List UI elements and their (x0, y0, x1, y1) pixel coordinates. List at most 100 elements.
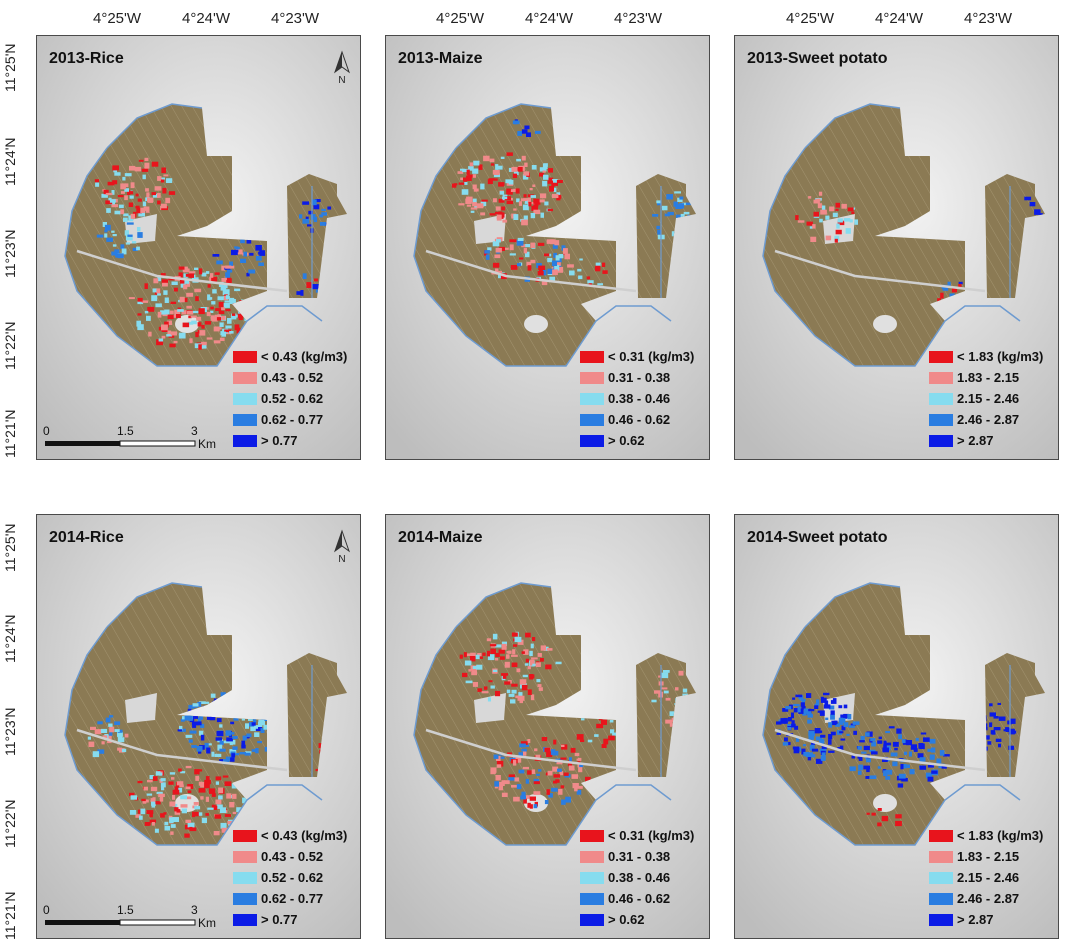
legend-swatch (929, 350, 953, 363)
productivity-cell (830, 700, 837, 704)
productivity-cell (927, 748, 932, 752)
productivity-cell (471, 670, 477, 676)
productivity-cell (866, 812, 870, 815)
productivity-cell (548, 793, 553, 798)
productivity-cell (241, 740, 246, 747)
productivity-cell (158, 793, 165, 797)
irrigated-area (287, 653, 347, 777)
irrigated-area (763, 583, 965, 845)
productivity-cell (212, 254, 220, 257)
productivity-cell (105, 192, 113, 196)
productivity-cell (192, 723, 197, 728)
productivity-cell (895, 814, 902, 819)
productivity-cell (149, 812, 153, 818)
productivity-cell (176, 809, 181, 813)
productivity-cell (234, 288, 241, 292)
productivity-cell (214, 272, 220, 275)
productivity-cell (241, 718, 245, 721)
productivity-cell (254, 732, 260, 737)
legend-swatch (580, 392, 604, 405)
productivity-cell (457, 171, 464, 174)
productivity-cell (531, 657, 538, 660)
productivity-cell (807, 714, 813, 718)
productivity-cell (863, 745, 870, 751)
scale-bar-graphic (45, 440, 196, 447)
productivity-cell (838, 719, 843, 725)
productivity-cell (527, 770, 532, 775)
productivity-cell (313, 278, 318, 282)
productivity-cell (476, 664, 483, 670)
productivity-cell (229, 732, 235, 735)
legend-swatch (233, 829, 257, 842)
productivity-cell (556, 266, 564, 273)
productivity-cell (117, 737, 125, 743)
productivity-cell (128, 297, 135, 300)
productivity-cell (883, 770, 888, 776)
productivity-cell (112, 165, 119, 171)
legend-swatch (233, 434, 257, 447)
productivity-cell (470, 207, 478, 210)
productivity-cell (815, 736, 823, 741)
productivity-cell (797, 706, 801, 713)
productivity-cell (310, 214, 316, 220)
legend-label: 2.15 - 2.46 (957, 870, 1020, 885)
productivity-cell (480, 201, 487, 207)
productivity-cell (179, 728, 186, 732)
productivity-cell (229, 331, 234, 334)
productivity-cell (521, 155, 526, 161)
productivity-cell (535, 754, 541, 759)
productivity-cell (221, 827, 228, 833)
productivity-cell (857, 746, 862, 750)
productivity-cell (533, 781, 540, 785)
latitude-label: 11°21'N (2, 891, 18, 941)
productivity-cell (100, 728, 108, 733)
productivity-cell (478, 164, 483, 170)
productivity-cell (558, 254, 564, 259)
productivity-cell (200, 734, 205, 741)
productivity-cell (147, 197, 154, 202)
productivity-cell (877, 766, 881, 769)
productivity-cell (109, 730, 113, 736)
productivity-cell (787, 724, 794, 728)
scale-bar-unit: Km (198, 437, 216, 451)
productivity-cell (577, 757, 582, 761)
productivity-cell (801, 706, 806, 710)
productivity-cell (121, 748, 127, 753)
productivity-cell (785, 706, 792, 710)
productivity-cell (137, 300, 144, 305)
productivity-cell (931, 747, 936, 753)
productivity-cell (681, 202, 687, 206)
productivity-cell (137, 780, 143, 784)
productivity-cell (661, 687, 668, 690)
productivity-cell (553, 750, 559, 756)
productivity-cell (188, 271, 196, 274)
non-cultivated-patch (474, 693, 506, 723)
productivity-cell (223, 740, 230, 744)
productivity-cell (219, 741, 224, 746)
productivity-cell (578, 275, 583, 280)
productivity-cell (190, 315, 197, 318)
productivity-cell (544, 747, 551, 753)
productivity-cell (206, 311, 211, 317)
canal (762, 147, 1021, 367)
productivity-cell (828, 722, 833, 728)
productivity-cell (472, 184, 477, 190)
productivity-cell (119, 748, 125, 753)
legend-swatch (580, 913, 604, 926)
legend-item: 2.46 - 2.87 (929, 888, 1043, 909)
north-label: N (338, 75, 345, 84)
productivity-cell (854, 219, 858, 225)
productivity-cell (560, 757, 567, 760)
productivity-cell (892, 741, 899, 747)
productivity-cell (989, 712, 996, 717)
productivity-cell (161, 279, 168, 284)
productivity-cell (169, 772, 176, 775)
productivity-cell (526, 132, 531, 137)
productivity-cell (898, 734, 902, 740)
productivity-cell (215, 776, 222, 781)
productivity-cell (150, 786, 158, 792)
productivity-cell (308, 210, 313, 215)
map-canvas (386, 515, 709, 938)
legend-label: 0.46 - 0.62 (608, 891, 671, 906)
productivity-cell (161, 324, 168, 331)
